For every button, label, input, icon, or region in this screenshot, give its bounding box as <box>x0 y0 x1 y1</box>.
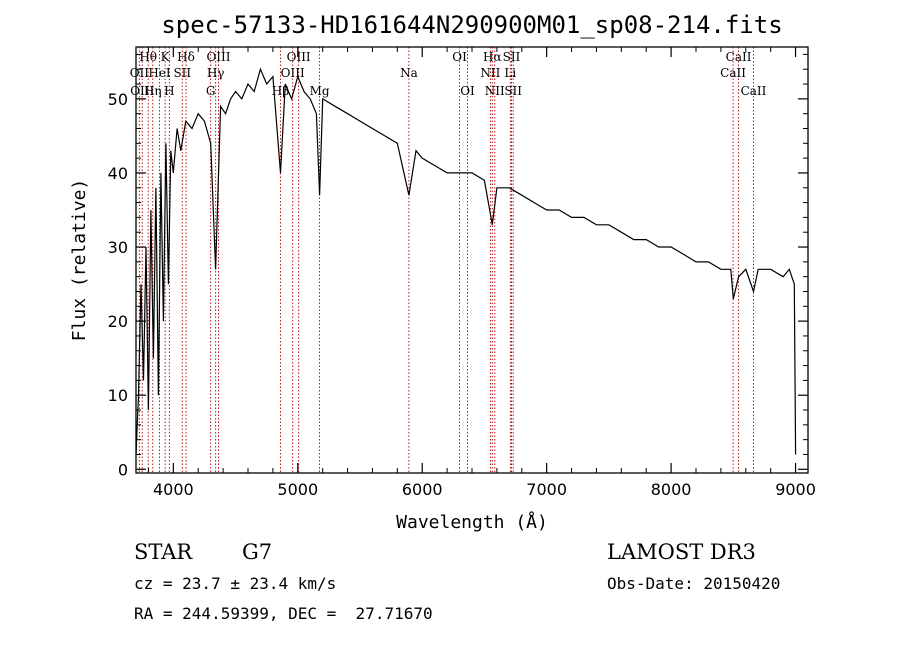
spectral-line-label: OIII <box>281 66 305 80</box>
y-axis-label: Flux (relative) <box>69 179 90 342</box>
observation-date: Obs-Date: 20150420 <box>607 574 781 593</box>
spectral-line-label: Na <box>400 66 418 80</box>
spectral-line-label: NII <box>480 66 500 80</box>
spectral-line-label: OIII <box>206 50 230 64</box>
spectral-line-label: OII <box>130 66 150 80</box>
spectral-line-label: K <box>161 50 171 64</box>
chart-title: spec-57133-HD161644N290900M01_sp08-214.f… <box>161 11 782 39</box>
spectral-line-label: H <box>164 84 174 98</box>
y-tick-label: 20 <box>108 312 128 331</box>
y-tick-label: 30 <box>108 238 128 257</box>
spectral-line-label: CaII <box>726 50 752 64</box>
spectral-line-label: OI <box>460 84 475 98</box>
x-tick-label: 5000 <box>277 480 318 499</box>
spectral-line-label: SII <box>504 84 522 98</box>
spectrum-series <box>135 67 797 455</box>
spectral-line-label: CaII <box>741 84 767 98</box>
spectral-line-label: Li <box>504 66 516 80</box>
spectral-line-markers <box>138 47 754 473</box>
spectral-line-label: Hη <box>144 84 162 98</box>
spectral-line-label: SII <box>503 50 521 64</box>
y-tick-label: 0 <box>118 460 128 479</box>
object-class: STAR <box>134 540 193 564</box>
spectral-line-label: Hα <box>483 50 502 64</box>
x-tick-label: 4000 <box>153 480 194 499</box>
spectral-line-label: Hθ <box>139 50 157 64</box>
x-tick-label: 9000 <box>775 480 816 499</box>
spectral-line-label: OI <box>452 50 467 64</box>
spectral-line-label: Hδ <box>177 50 195 64</box>
spectral-line-label: G <box>206 84 216 98</box>
spectral-line-label: NII <box>485 84 505 98</box>
axis-ticks: 4000 5000 6000 7000 8000 9000 0 10 20 30 40 50 <box>108 47 816 499</box>
spectral-line-label: Mg <box>310 84 330 98</box>
coordinates-info: RA = 244.59399, DEC = 27.71670 <box>134 604 433 623</box>
spectral-line-labels: OIIOIIIHθHηHeIKHSIIHδGHγOIIIHβOIIIOIIIMg… <box>130 50 767 98</box>
spectral-line-label: CaII <box>720 66 746 80</box>
spectral-line-label: Hγ <box>207 66 225 80</box>
redshift-info: cz = 23.7 ± 23.4 km/s <box>134 574 337 593</box>
spectral-line-label: SII <box>173 66 191 80</box>
x-tick-label: 7000 <box>526 480 567 499</box>
spectral-line-label: HeI <box>148 66 171 80</box>
plot-frame <box>135 46 809 474</box>
x-tick-label: 8000 <box>651 480 692 499</box>
object-subclass: G7 <box>242 540 273 564</box>
y-tick-label: 50 <box>108 90 128 109</box>
x-axis-label: Wavelength (Å) <box>396 511 548 533</box>
survey-name: LAMOST DR3 <box>607 540 756 564</box>
y-tick-label: 40 <box>108 164 128 183</box>
y-tick-label: 10 <box>108 386 128 405</box>
spectral-line-label: OIII <box>287 50 311 64</box>
x-tick-label: 6000 <box>402 480 443 499</box>
